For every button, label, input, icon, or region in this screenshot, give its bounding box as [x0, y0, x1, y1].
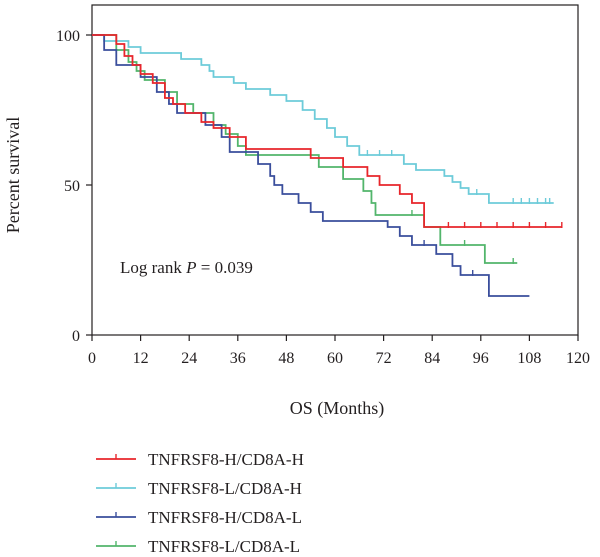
censor-marks: [366, 150, 563, 276]
x-tick-label: 108: [517, 350, 541, 367]
y-tick-label: 0: [72, 328, 80, 345]
log-rank-prefix: Log rank: [120, 258, 186, 277]
x-tick-label: 84: [424, 350, 440, 367]
x-tick-label: 36: [230, 350, 246, 367]
legend-item: TNFRSF8-L/CD8A-H: [96, 479, 302, 498]
x-tick-label: 12: [133, 350, 149, 367]
legend: TNFRSF8-H/CD8A-H TNFRSF8-L/CD8A-H TNFRSF8-…: [96, 450, 304, 556]
legend-label: TNFRSF8-L/CD8A-H: [148, 479, 302, 498]
plot-area: [91, 4, 579, 336]
y-tick-label: 50: [64, 178, 80, 195]
log-rank-p: P: [185, 258, 196, 277]
survival-curves: [92, 34, 562, 297]
legend-label: TNFRSF8-L/CD8A-L: [148, 537, 300, 556]
x-tick-label: 24: [181, 350, 197, 367]
x-tick-label: 48: [278, 350, 294, 367]
legend-item: TNFRSF8-H/CD8A-L: [96, 508, 302, 527]
x-tick-label: 72: [376, 350, 392, 367]
y-tick-label: 100: [56, 28, 80, 45]
survival-curve-tnfrsf8-l-cd8a-h: [92, 34, 554, 204]
x-tick-label: 60: [327, 350, 343, 367]
legend-label: TNFRSF8-H/CD8A-H: [148, 450, 304, 469]
axes: 0 12 24 36 48 60 72 84 96 108 120 0 50 100: [56, 28, 590, 367]
x-tick-label: 0: [88, 350, 96, 367]
legend-label: TNFRSF8-H/CD8A-L: [148, 508, 302, 527]
survival-curve-tnfrsf8-h-cd8a-h: [92, 34, 562, 228]
x-axis-title: OS (Months): [290, 398, 385, 419]
x-tick-label: 120: [566, 350, 590, 367]
survival-curve-tnfrsf8-h-cd8a-l: [92, 34, 530, 297]
log-rank-annotation: Log rank P = 0.039: [120, 258, 253, 277]
legend-item: TNFRSF8-H/CD8A-H: [96, 450, 304, 469]
plot-frame: [91, 4, 579, 336]
log-rank-value: = 0.039: [196, 258, 252, 277]
legend-item: TNFRSF8-L/CD8A-L: [96, 537, 300, 556]
x-tick-label: 96: [473, 350, 489, 367]
y-axis-title: Percent survival: [3, 117, 23, 233]
